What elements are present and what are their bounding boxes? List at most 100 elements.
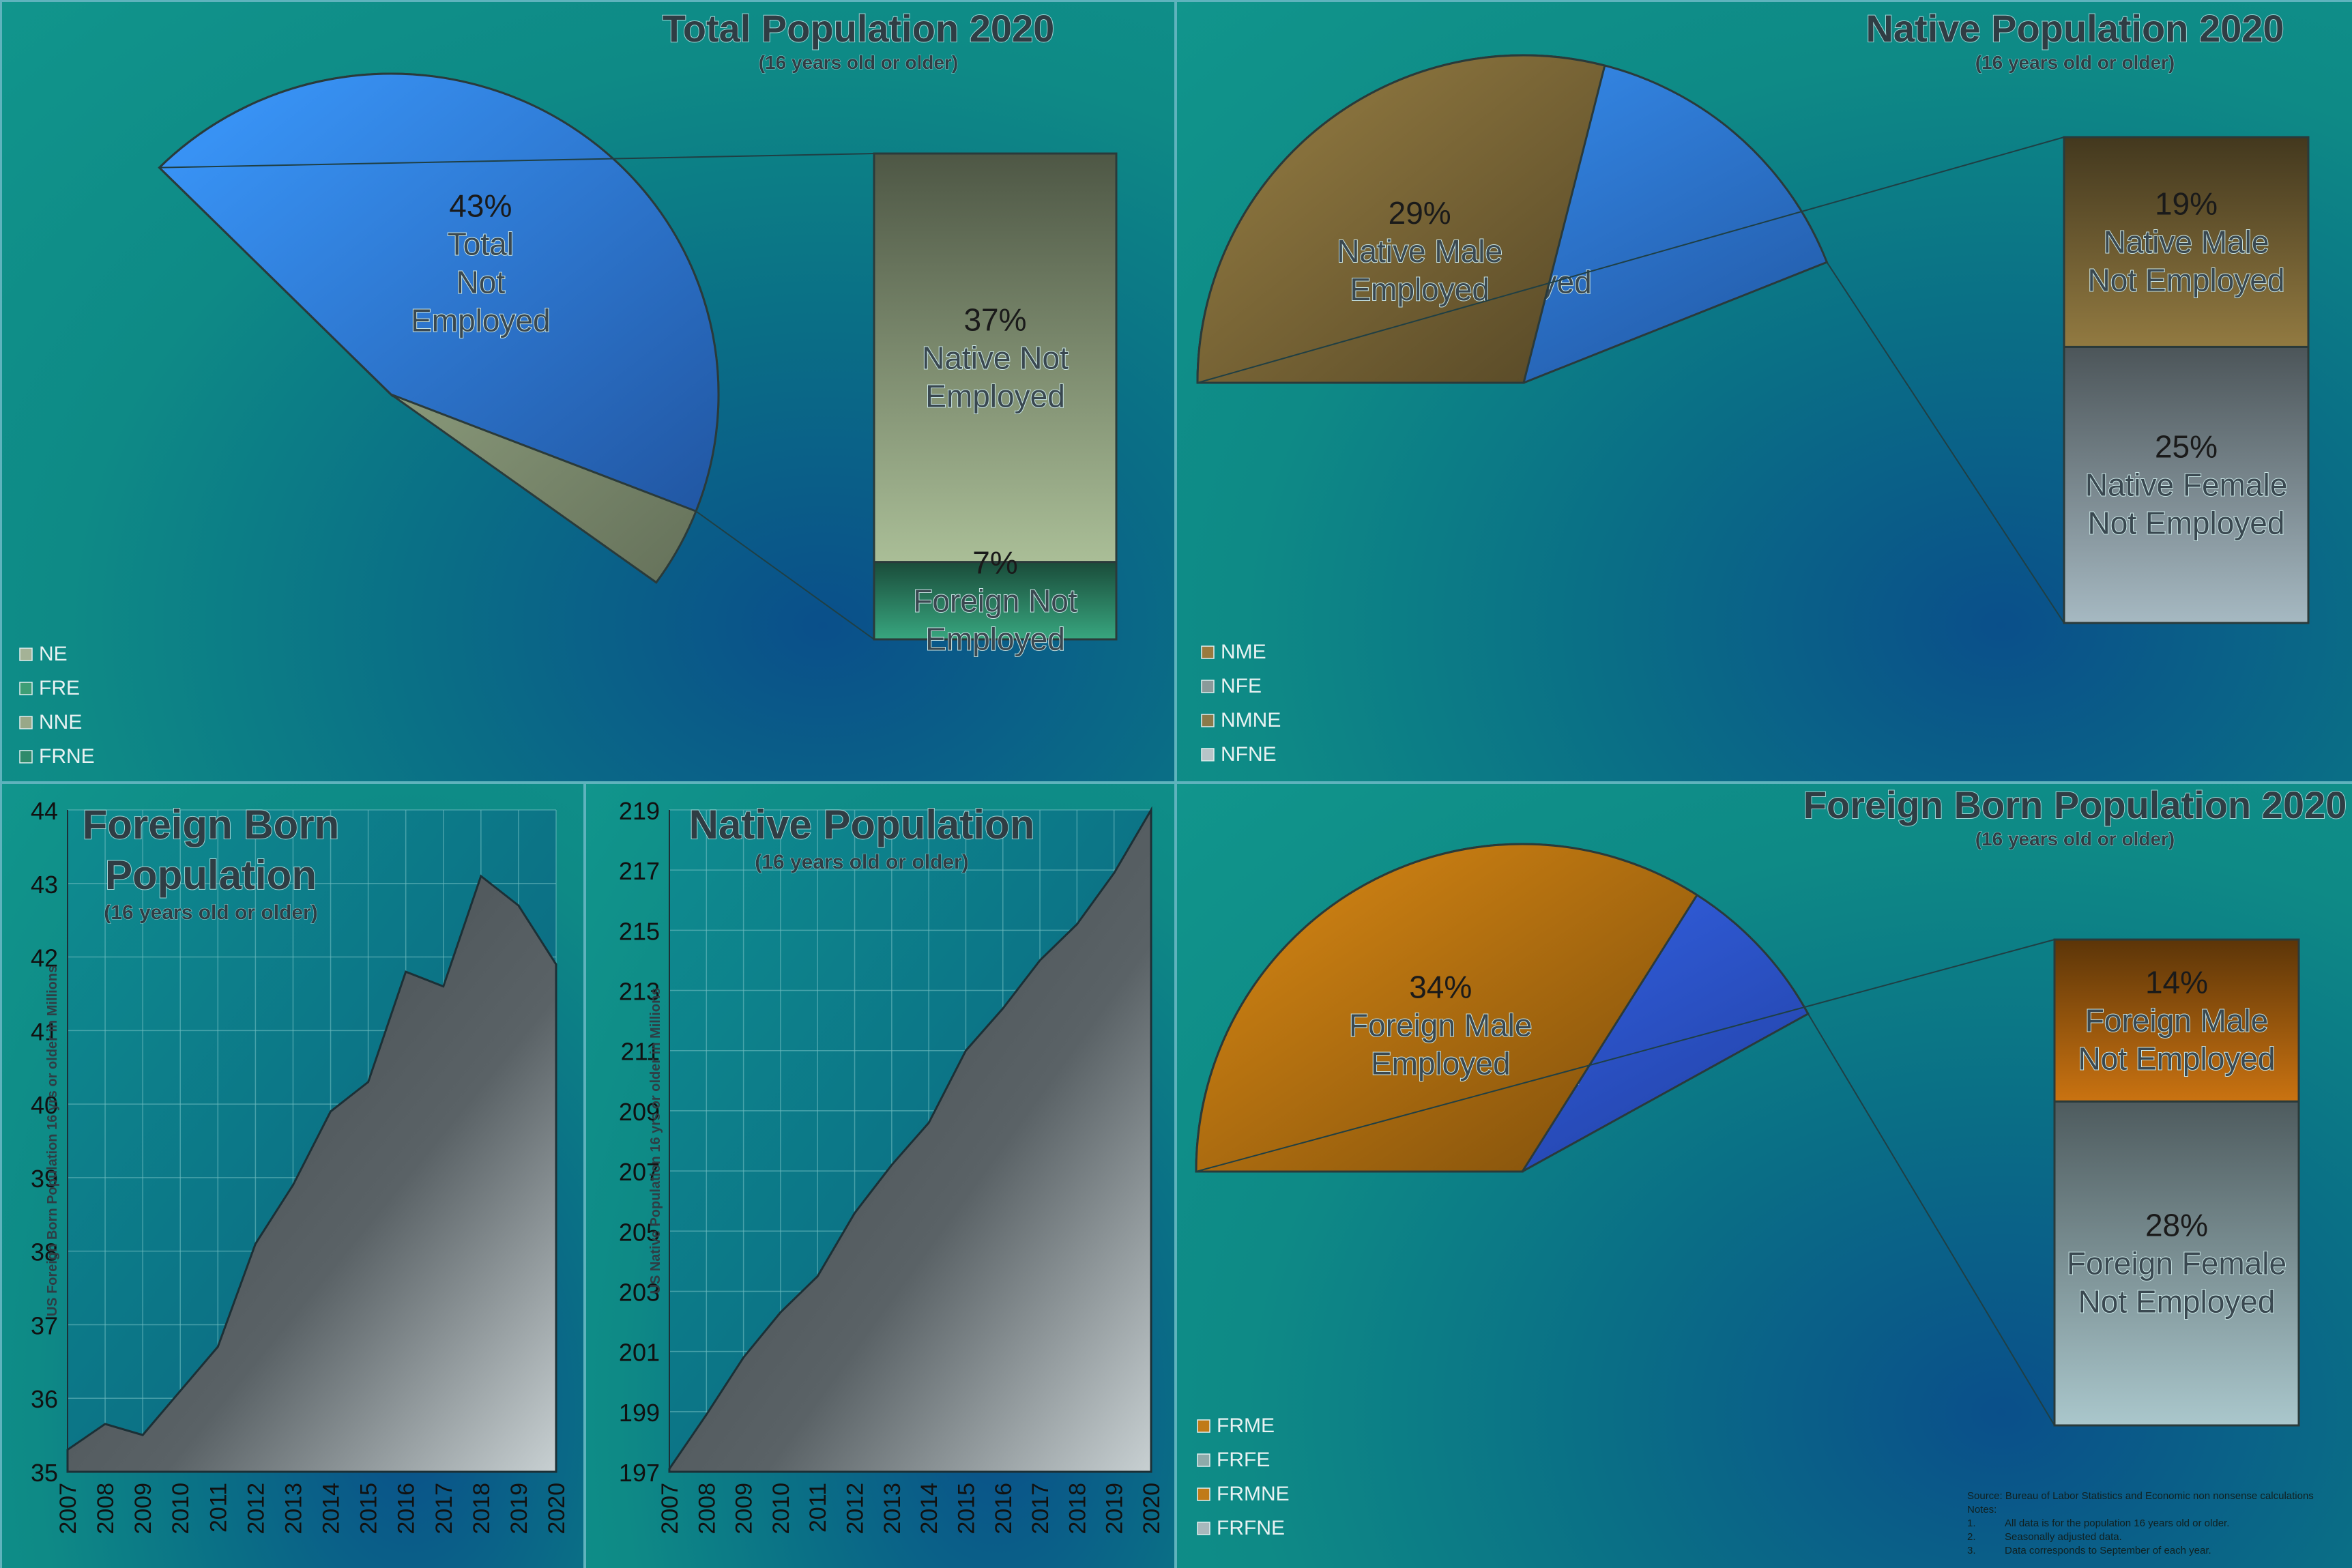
- legend-swatch: [1201, 645, 1215, 659]
- slice-label: Employed: [411, 302, 551, 338]
- legend-swatch: [1197, 1487, 1210, 1501]
- source-note: Source: Bureau of Labor Statistics and E…: [1967, 1490, 2314, 1502]
- slice-percent: 43%: [449, 188, 512, 223]
- note-text: Data corresponds to September of each ye…: [2005, 1545, 2211, 1556]
- y-tick-label: 219: [619, 797, 660, 825]
- x-tick-label: 2020: [1139, 1483, 1165, 1535]
- y-tick-label: 209: [619, 1098, 660, 1126]
- y-axis-label: US Foreign Born Population 16 yrs or old…: [45, 966, 60, 1317]
- x-tick-label: 2017: [431, 1483, 457, 1535]
- x-tick-label: 2014: [319, 1483, 345, 1535]
- slice-label: Native Male: [1337, 233, 1502, 269]
- y-tick-label: 35: [31, 1459, 58, 1487]
- y-tick-label: 207: [619, 1158, 660, 1186]
- notes-header: Notes:: [1967, 1504, 1997, 1515]
- y-tick-label: 213: [619, 978, 660, 1006]
- breakdown-label: Not Employed: [2088, 263, 2285, 298]
- legend-label: FRE: [39, 677, 80, 699]
- x-tick-label: 2011: [805, 1483, 831, 1533]
- chart-subtitle: (16 years old or older): [755, 851, 968, 873]
- breakdown-segment: [873, 561, 1118, 641]
- connector-line: [1807, 1013, 2055, 1426]
- y-tick-label: 215: [619, 917, 660, 945]
- legend-swatch: [1201, 748, 1215, 761]
- y-tick-label: 197: [619, 1459, 660, 1487]
- breakdown-segment: [2063, 136, 2310, 348]
- breakdown-segment: [2053, 1100, 2300, 1427]
- y-tick-label: 199: [619, 1399, 660, 1427]
- x-tick-label: 2007: [55, 1483, 81, 1535]
- total-population-panel: Total Population 2020 (16 years old or ol…: [0, 0, 1176, 783]
- legend-swatch: [1197, 1522, 1210, 1535]
- breakdown-percent: 19%: [2155, 186, 2218, 222]
- chart-title: Native Population 2020: [1865, 7, 2284, 50]
- breakdown-label: Foreign Male: [2085, 1003, 2268, 1039]
- x-tick-label: 2019: [506, 1483, 532, 1535]
- pie-slice: [158, 72, 720, 513]
- slice-label: Foreign Male: [1349, 1007, 1532, 1043]
- slice-label: Employed: [1371, 1045, 1511, 1081]
- chart-subtitle: (16 years old or older): [1975, 52, 2175, 73]
- chart-subtitle: (16 years old or older): [759, 52, 959, 73]
- y-tick-label: 211: [621, 1038, 660, 1066]
- foreign-born-population-panel: Foreign Born Population 2020 (16 years ol…: [1175, 782, 2352, 1568]
- x-tick-label: 2016: [991, 1483, 1017, 1535]
- foreign-born-line-panel: 35 36 37 38 39 40 41 42 43 44 2007 2008 2009 2010 2011…: [0, 782, 585, 1568]
- legend-swatch: [1197, 1419, 1210, 1433]
- legend-label: FRNE: [39, 745, 95, 768]
- breakdown-percent: 25%: [2155, 429, 2218, 465]
- native-line-panel: 197 199 201 203 205 207 209 211 213 215 217 219 2007…: [584, 782, 1176, 1568]
- chart-subtitle: (16 years old or older): [104, 901, 317, 924]
- y-axis-label: US Native Population 16 yrs or older in …: [648, 988, 663, 1294]
- chart-subtitle: (16 years old or older): [1975, 828, 2175, 850]
- breakdown-label: Native Male: [2104, 224, 2269, 260]
- chart-svg: Native Population 2020(16 years old or o…: [1196, 6, 2310, 766]
- breakdown-percent: 7%: [972, 545, 1017, 580]
- slice-label: Not: [456, 264, 506, 300]
- y-tick-label: 44: [31, 797, 58, 825]
- legend-label: NFE: [1221, 675, 1262, 697]
- y-tick-label: 37: [31, 1311, 58, 1339]
- area-series: [668, 806, 1152, 1473]
- connector-line: [159, 153, 875, 169]
- x-tick-label: 2009: [731, 1483, 757, 1535]
- slice-label: Total: [448, 226, 514, 261]
- x-tick-label: 2010: [168, 1483, 194, 1535]
- chart-svg: Foreign Born Population 2020(16 years ol…: [1195, 784, 2347, 1556]
- chart-svg: 197 199 201 203 205 207 209 211 213 215 217 219 2007…: [619, 797, 1165, 1535]
- legend-swatch: [1201, 680, 1215, 693]
- breakdown-label: Native Not: [922, 340, 1069, 375]
- slice-percent: 29%: [1389, 195, 1451, 231]
- y-tick-label: 42: [31, 944, 58, 972]
- x-tick-label: 2009: [130, 1483, 156, 1535]
- slice-percent: 34%: [1409, 969, 1472, 1004]
- note-number: 1.: [1967, 1518, 1976, 1529]
- pie-slice: [1196, 54, 1606, 384]
- breakdown-label: Employed: [925, 621, 1065, 656]
- slice-label: Employed: [1350, 272, 1490, 307]
- chart-title: Foreign Born Population 2020: [1803, 784, 2347, 826]
- breakdown-percent: 37%: [963, 302, 1026, 337]
- chart-svg: Total Population 2020(16 years old or ol…: [19, 6, 1118, 768]
- y-tick-label: 38: [31, 1238, 58, 1266]
- breakdown-label: Not Employed: [2078, 1284, 2276, 1320]
- x-tick-label: 2010: [768, 1483, 794, 1535]
- breakdown-segment: [873, 152, 1118, 564]
- x-tick-label: 2007: [657, 1483, 683, 1535]
- breakdown-percent: 14%: [2145, 965, 2208, 1000]
- y-tick-label: 39: [31, 1165, 58, 1193]
- x-tick-label: 2011: [205, 1483, 231, 1533]
- legend-swatch: [19, 682, 33, 695]
- x-tick-label: 2017: [1028, 1483, 1054, 1535]
- y-tick-label: 36: [31, 1385, 58, 1413]
- breakdown-label: Foreign Female: [2067, 1246, 2286, 1281]
- breakdown-label: Not Employed: [2088, 506, 2285, 541]
- y-tick-label: 43: [31, 871, 58, 899]
- note-number: 3.: [1967, 1545, 1976, 1556]
- chart-svg: 35 36 37 38 39 40 41 42 43 44 2007 2008 2009 2010 2011…: [31, 797, 570, 1535]
- breakdown-label: Employed: [925, 378, 1065, 413]
- x-tick-label: 2014: [916, 1483, 942, 1535]
- note-text: Seasonally adjusted data.: [2005, 1531, 2122, 1543]
- native-population-panel: Native Population 2020 (16 years old or o…: [1175, 0, 2352, 783]
- x-tick-label: 2008: [93, 1483, 119, 1535]
